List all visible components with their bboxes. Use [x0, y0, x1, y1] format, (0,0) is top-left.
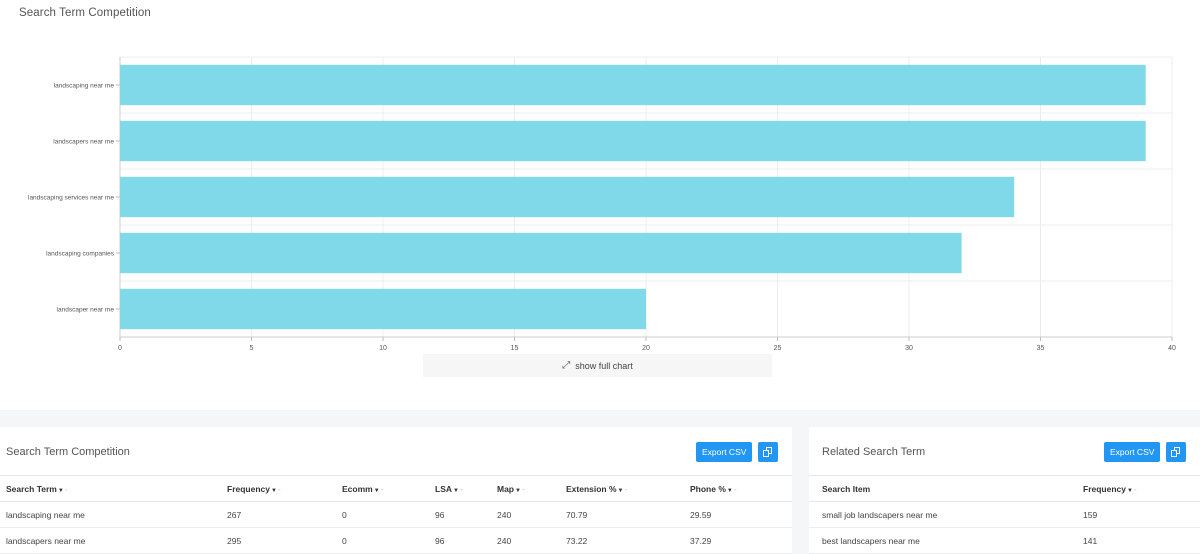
- column-header-search-item: Search Item: [809, 475, 1070, 502]
- copy-icon: [1171, 447, 1181, 457]
- export-csv-button[interactable]: Export CSV: [1104, 442, 1161, 462]
- table-row: best landscapers near me 141: [809, 527, 1200, 554]
- copy-button[interactable]: [758, 442, 778, 462]
- related-table: Search Item Frequency▼- small job landsc…: [809, 475, 1200, 554]
- table-cell: 70.79: [560, 501, 684, 528]
- table-cell: 240: [491, 527, 560, 554]
- table-cell: 0: [336, 501, 429, 528]
- search-term-bar-chart: 0 5 10 15 20 25 30 35 40 landscaping near me lands…: [28, 56, 1176, 352]
- category-label: landscapers near me: [53, 139, 114, 146]
- panel-title: Related Search Term: [822, 446, 926, 458]
- table-cell: small job landscapers near me: [809, 501, 1070, 528]
- chart-title: Search Term Competition: [19, 7, 151, 19]
- category-label: landscaper near me: [57, 307, 115, 314]
- column-header-map[interactable]: Map▼-: [491, 475, 560, 502]
- table-cell: 0: [336, 527, 429, 554]
- table-row: landscaping near me 267 0 96 240 70.79 2…: [0, 501, 792, 528]
- x-tick-label: 35: [1037, 345, 1045, 352]
- bar: [120, 64, 1146, 106]
- x-tick-label: 20: [642, 345, 650, 352]
- table-cell: 37.29: [684, 527, 792, 554]
- table-cell: 73.22: [560, 527, 684, 554]
- competition-table: Search Term▼- Frequency▼- Ecomm▼- LSA▼- …: [0, 475, 792, 554]
- table-cell: 240: [491, 501, 560, 528]
- related-search-term-panel: Related Search Term Export CSV Search It…: [809, 427, 1200, 554]
- column-header-search-term[interactable]: Search Term▼-: [0, 475, 221, 502]
- table-cell: 295: [221, 527, 336, 554]
- x-tick-label: 10: [379, 345, 387, 352]
- column-header-frequency[interactable]: Frequency▼-: [221, 475, 336, 502]
- chart-card: Search Term Competition 0 5 10 15 20 25 30 35 40…: [19, 7, 1176, 377]
- category-label: landscaping companies: [46, 251, 115, 258]
- column-header-frequency[interactable]: Frequency▼-: [1070, 475, 1200, 502]
- show-full-chart-button[interactable]: ⤢ show full chart: [423, 354, 772, 377]
- x-tick-label: 30: [905, 345, 913, 352]
- column-header-extension[interactable]: Extension %▼-: [560, 475, 684, 502]
- category-label: landscaping near me: [54, 83, 115, 90]
- table-cell: 29.59: [684, 501, 792, 528]
- show-full-chart-label: show full chart: [575, 360, 633, 371]
- table-cell: 96: [429, 501, 491, 528]
- table-cell: landscaping near me: [0, 501, 221, 528]
- expand-icon: ⤢: [562, 359, 571, 371]
- column-header-ecomm[interactable]: Ecomm▼-: [336, 475, 429, 502]
- table-cell: landscapers near me: [0, 527, 221, 554]
- bar: [120, 232, 962, 274]
- column-header-lsa[interactable]: LSA▼-: [429, 475, 491, 502]
- x-tick-label: 0: [118, 345, 122, 352]
- copy-button[interactable]: [1166, 442, 1186, 462]
- copy-icon: [763, 447, 773, 457]
- search-term-competition-panel: Search Term Competition Export CSV Searc…: [0, 427, 792, 554]
- export-csv-button[interactable]: Export CSV: [696, 442, 753, 462]
- x-tick-label: 15: [511, 345, 519, 352]
- table-cell: 141: [1070, 527, 1200, 554]
- table-cell: 267: [221, 501, 336, 528]
- panel-title: Search Term Competition: [6, 446, 130, 458]
- table-cell: 159: [1070, 501, 1200, 528]
- x-tick-label: 40: [1168, 345, 1176, 352]
- bar: [120, 120, 1146, 162]
- table-row: small job landscapers near me 159: [809, 501, 1200, 528]
- table-cell: 96: [429, 527, 491, 554]
- table-header-row: Search Item Frequency▼-: [809, 475, 1200, 502]
- table-cell: best landscapers near me: [809, 527, 1070, 554]
- column-header-phone[interactable]: Phone %▼-: [684, 475, 792, 502]
- x-tick-label: 5: [250, 345, 254, 352]
- bar: [120, 288, 646, 330]
- x-tick-label: 25: [774, 345, 782, 352]
- table-header-row: Search Term▼- Frequency▼- Ecomm▼- LSA▼- …: [0, 475, 792, 502]
- table-row: landscapers near me 295 0 96 240 73.22 3…: [0, 527, 792, 554]
- bar: [120, 176, 1015, 218]
- category-label: landscaping services near me: [28, 195, 114, 202]
